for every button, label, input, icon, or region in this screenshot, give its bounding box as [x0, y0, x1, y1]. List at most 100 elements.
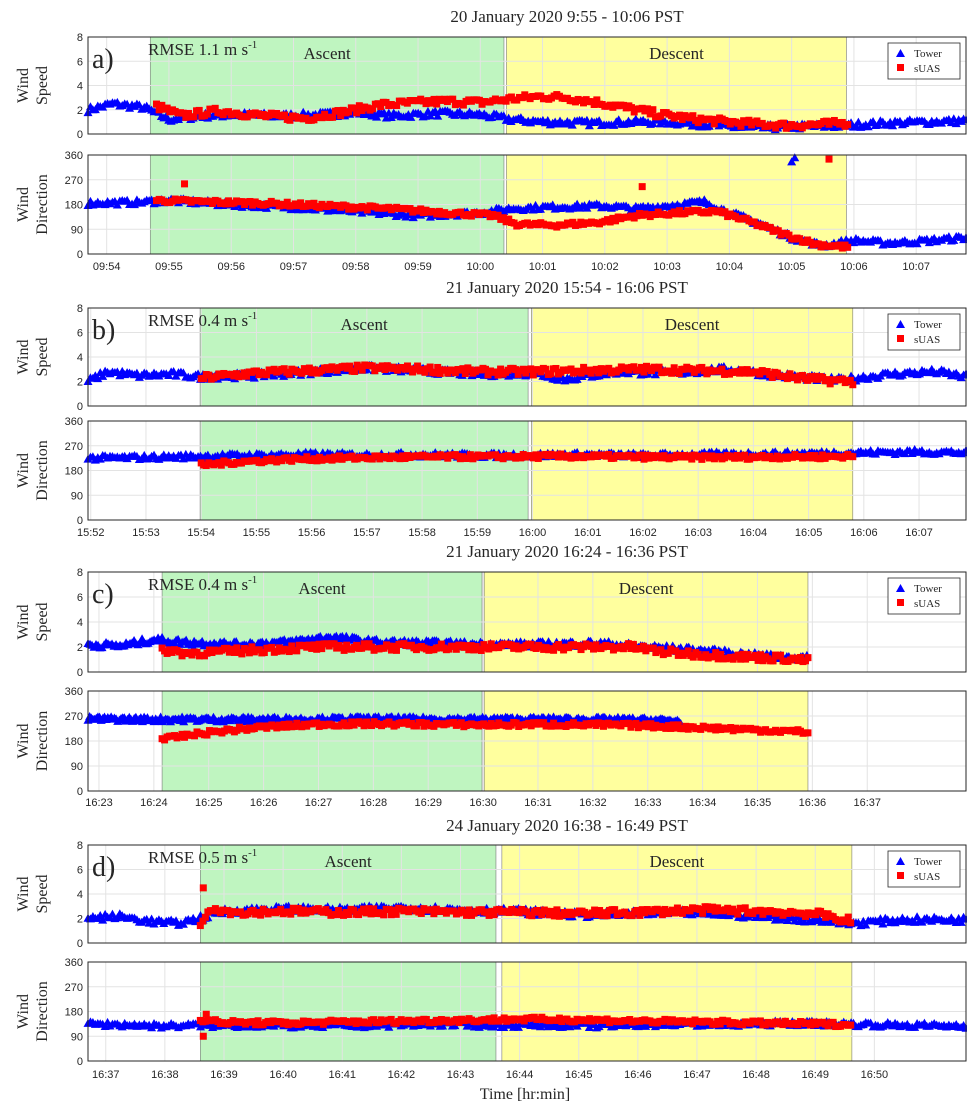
- x-tick-label: 15:59: [464, 527, 492, 539]
- x-tick-label: 10:04: [716, 261, 744, 273]
- suas-marker: [624, 719, 632, 727]
- suas-marker: [390, 906, 398, 914]
- suas-marker: [465, 646, 473, 654]
- suas-marker: [825, 155, 833, 163]
- tower-marker: [433, 111, 443, 120]
- suas-marker: [844, 243, 852, 251]
- suas-marker: [603, 912, 611, 920]
- y-tick-label: 360: [65, 416, 83, 428]
- suas-marker: [842, 918, 850, 926]
- suas-marker: [647, 720, 655, 728]
- suas-marker: [426, 363, 434, 371]
- x-tick-label: 16:05: [795, 527, 823, 539]
- suas-marker: [288, 642, 296, 650]
- y-tick-label: 90: [71, 490, 83, 502]
- suas-marker: [802, 912, 810, 920]
- suas-marker: [734, 651, 742, 659]
- suas-marker: [668, 369, 676, 377]
- rmse-label: RMSE 0.5 m s-1: [148, 847, 257, 867]
- suas-marker: [714, 655, 722, 663]
- suas-marker: [461, 370, 469, 378]
- y-tick-label: 270: [65, 441, 83, 453]
- suas-marker: [484, 371, 492, 379]
- suas-marker: [377, 103, 385, 111]
- legend-label-tower: Tower: [914, 319, 942, 331]
- suas-marker: [245, 649, 253, 657]
- suas-marker: [577, 369, 585, 377]
- suas-marker: [393, 102, 401, 110]
- suas-marker: [358, 644, 366, 652]
- y-tick-label: 360: [65, 686, 83, 698]
- suas-marker: [612, 217, 620, 225]
- suas-marker: [737, 655, 745, 663]
- suas-marker: [529, 371, 537, 379]
- legend-box: [887, 577, 961, 615]
- suas-marker: [826, 380, 834, 388]
- suas-marker: [522, 369, 530, 377]
- y-axis-label: Wind Speed: [15, 66, 51, 105]
- suas-marker: [434, 363, 442, 371]
- suas-marker: [657, 646, 665, 654]
- suas-marker: [552, 364, 560, 372]
- y-tick-label: 2: [77, 642, 83, 654]
- suas-marker: [281, 111, 289, 119]
- suas-marker: [350, 104, 358, 112]
- suas-marker: [297, 199, 305, 207]
- suas-marker: [385, 642, 393, 650]
- suas-marker: [427, 99, 435, 107]
- ascent-label: Ascent: [325, 852, 372, 871]
- panel-d: 24 January 2020 16:38 - 16:49 PST02468Wi…: [15, 816, 967, 1081]
- suas-marker: [285, 648, 293, 656]
- suas-marker: [655, 363, 663, 371]
- suas-marker: [199, 917, 207, 925]
- y-tick-label: 4: [77, 889, 83, 901]
- suas-marker: [211, 104, 219, 112]
- y-axis-label: Wind Direction: [15, 440, 51, 500]
- suas-marker: [485, 911, 493, 919]
- y-tick-label: 360: [65, 957, 83, 969]
- suas-marker: [477, 646, 485, 654]
- suas-marker: [494, 211, 502, 219]
- suas-marker: [766, 223, 774, 231]
- suas-marker: [812, 911, 820, 919]
- y-tick-label: 0: [77, 515, 83, 527]
- suas-marker: [698, 455, 706, 463]
- axes-frame: [87, 307, 967, 407]
- suas-marker: [223, 644, 231, 652]
- suas-marker: [257, 911, 265, 919]
- suas-marker: [176, 648, 184, 656]
- suas-marker: [824, 376, 832, 384]
- rmse-label: RMSE 1.1 m s-1: [148, 39, 257, 59]
- x-tick-label: 10:06: [840, 261, 868, 273]
- y-tick-label: 2: [77, 105, 83, 117]
- descent-label: Descent: [665, 315, 720, 334]
- y-tick-label: 8: [77, 32, 83, 44]
- suas-marker: [709, 653, 717, 661]
- suas-marker: [605, 364, 613, 372]
- suas-marker: [591, 906, 599, 914]
- suas-series: [158, 718, 812, 744]
- triangle-icon: [896, 857, 905, 865]
- suas-marker: [646, 110, 654, 118]
- suas-marker: [217, 461, 225, 469]
- suas-marker: [816, 455, 824, 463]
- suas-marker: [699, 909, 707, 917]
- suas-marker: [449, 95, 457, 103]
- y-tick-label: 6: [77, 592, 83, 604]
- suas-marker: [819, 910, 827, 918]
- suas-marker: [703, 370, 711, 378]
- y-tick-label: 180: [65, 736, 83, 748]
- x-tick-label: 16:24: [140, 797, 168, 809]
- suas-marker: [527, 365, 535, 373]
- suas-marker: [462, 642, 470, 650]
- suas-marker: [514, 370, 522, 378]
- suas-marker: [742, 655, 750, 663]
- x-tick-label: 16:26: [250, 797, 278, 809]
- y-tick-label: 180: [65, 200, 83, 212]
- suas-marker: [718, 365, 726, 373]
- suas-marker: [689, 653, 697, 661]
- suas-marker: [756, 370, 764, 378]
